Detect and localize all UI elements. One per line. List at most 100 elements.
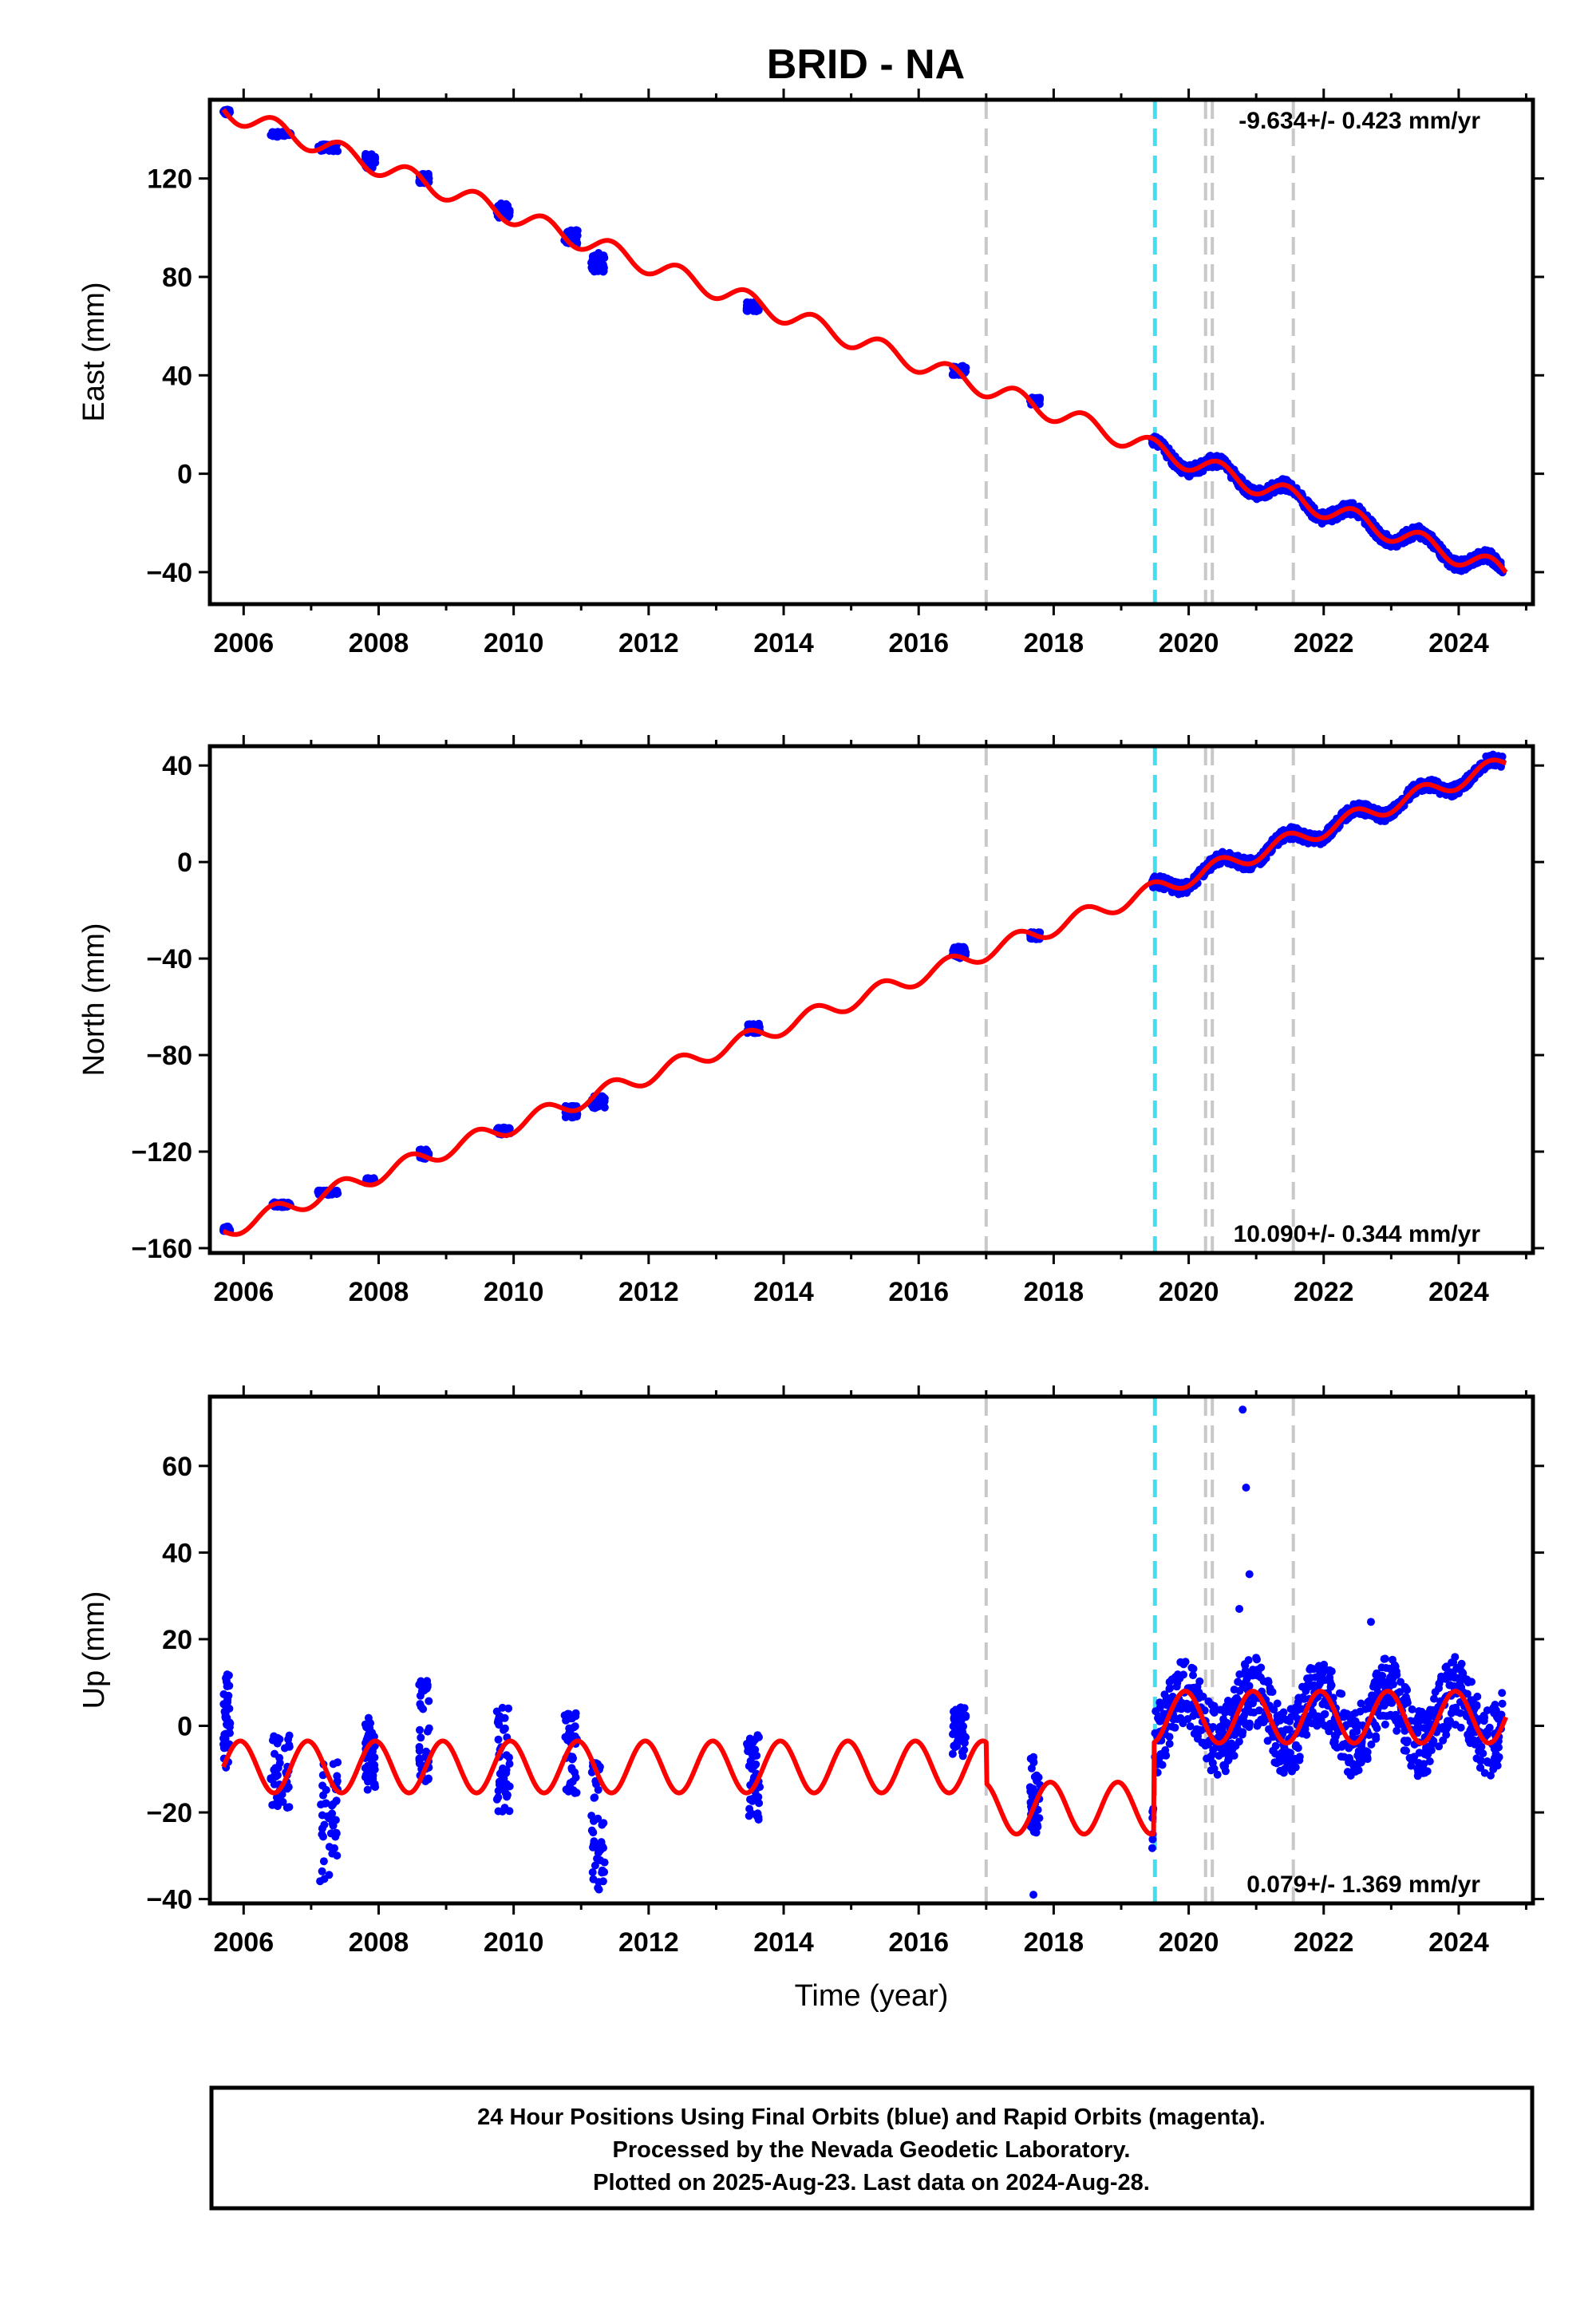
x-tick-label: 2008	[349, 1277, 409, 1307]
data-point	[1442, 1674, 1451, 1683]
data-point	[588, 1868, 597, 1876]
data-point	[1210, 1709, 1219, 1717]
data-point	[1234, 1678, 1242, 1686]
data-point	[321, 1799, 330, 1808]
data-point	[591, 1793, 599, 1802]
data-point	[1467, 1726, 1476, 1735]
data-point	[1160, 1690, 1169, 1699]
data-point	[425, 1724, 433, 1733]
data-point	[1033, 1776, 1041, 1784]
data-point	[1178, 1698, 1187, 1707]
data-point	[268, 1736, 277, 1745]
data-point	[1266, 1687, 1274, 1696]
data-point	[1476, 1764, 1485, 1772]
y-tick-label: −160	[131, 1234, 192, 1264]
x-tick-label: 2010	[484, 1277, 544, 1307]
data-point	[1448, 1658, 1456, 1667]
data-point	[1335, 1689, 1344, 1697]
data-point	[1325, 1722, 1334, 1731]
data-point	[362, 1723, 370, 1731]
data-point	[960, 1738, 969, 1747]
data-point	[589, 1875, 598, 1883]
data-point	[318, 1867, 326, 1875]
data-point	[1407, 1761, 1416, 1770]
data-point	[1413, 1715, 1422, 1724]
data-point	[950, 943, 959, 952]
data-point	[1285, 1725, 1294, 1734]
data-point	[329, 1821, 338, 1830]
data-point	[948, 1749, 957, 1758]
data-point	[369, 1777, 377, 1785]
x-tick-label: 2022	[1294, 1277, 1354, 1307]
data-point	[1286, 1717, 1294, 1725]
data-point	[285, 1803, 294, 1812]
data-point	[1417, 1707, 1426, 1716]
data-point	[1390, 1713, 1399, 1722]
data-point	[1325, 1666, 1334, 1674]
footer-box: 24 Hour Positions Using Final Orbits (bl…	[209, 2085, 1535, 2211]
data-point	[752, 1810, 760, 1819]
data-point	[1189, 1665, 1198, 1673]
x-tick-label: 2024	[1428, 1277, 1489, 1307]
y-tick-label: −40	[146, 944, 192, 974]
data-point	[1279, 1746, 1288, 1755]
data-point	[223, 1696, 231, 1705]
data-point	[1466, 1739, 1475, 1748]
x-tick-label: 2012	[618, 1927, 679, 1958]
y-tick-label: 0	[177, 848, 192, 878]
data-point	[221, 1713, 230, 1721]
data-point	[326, 1811, 334, 1820]
data-point	[495, 1713, 504, 1721]
data-point	[744, 1742, 753, 1751]
data-point	[1290, 1709, 1299, 1718]
data-point	[1203, 1754, 1211, 1763]
data-point	[505, 1807, 514, 1816]
rate-annotation: -9.634+/- 0.423 mm/yr	[1238, 108, 1480, 134]
x-tick-label: 2006	[213, 628, 274, 658]
data-point	[1420, 1724, 1428, 1733]
chart-title: BRID - NA	[767, 41, 965, 88]
x-tick-label: 2016	[888, 1927, 949, 1958]
data-point	[1235, 1670, 1244, 1678]
footer-line-1: 24 Hour Positions Using Final Orbits (bl…	[477, 2105, 1266, 2130]
y-tick-label: 40	[162, 1538, 192, 1568]
data-point	[587, 263, 596, 272]
data-point	[599, 1819, 608, 1828]
data-point	[1183, 1715, 1192, 1723]
data-point	[422, 1679, 431, 1688]
data-point	[1373, 1669, 1381, 1678]
data-point	[1370, 1678, 1379, 1686]
x-tick-label: 2024	[1428, 628, 1489, 658]
data-point	[1269, 1746, 1278, 1755]
x-tick-label: 2008	[349, 1927, 409, 1958]
panel-north: −160 −120 −80 −40 0 40 2006 2008 2010 2012 2014 201…	[77, 735, 1544, 1307]
x-tick-label: 2018	[1024, 1927, 1084, 1958]
data-point	[1166, 1684, 1175, 1693]
data-point	[1210, 1765, 1219, 1773]
data-point	[1386, 1673, 1395, 1682]
y-tick-label: 80	[162, 263, 192, 293]
data-point	[1198, 1738, 1207, 1747]
data-point	[498, 1703, 507, 1712]
data-point	[1365, 1697, 1373, 1705]
data-point	[600, 1858, 609, 1867]
data-point	[1396, 1688, 1404, 1697]
y-tick-label: −40	[146, 558, 192, 588]
data-point	[271, 131, 279, 140]
data-point	[494, 1793, 503, 1801]
data-point-outlier	[1245, 1570, 1254, 1579]
x-tick-label: 2014	[753, 1927, 814, 1958]
x-tick-label: 2016	[888, 1277, 949, 1307]
x-tick-label: 2012	[618, 1277, 679, 1307]
data-point	[505, 1760, 514, 1769]
data-point	[1498, 1689, 1507, 1697]
rate-annotation: 10.090+/- 0.344 mm/yr	[1234, 1221, 1481, 1247]
data-point	[1275, 1757, 1284, 1765]
data-point	[1402, 1746, 1410, 1755]
data-point	[1259, 1677, 1268, 1686]
x-tick-label: 2024	[1428, 1927, 1489, 1958]
data-point	[1498, 1699, 1507, 1708]
data-point	[1435, 1684, 1443, 1693]
data-point	[1420, 1760, 1428, 1769]
